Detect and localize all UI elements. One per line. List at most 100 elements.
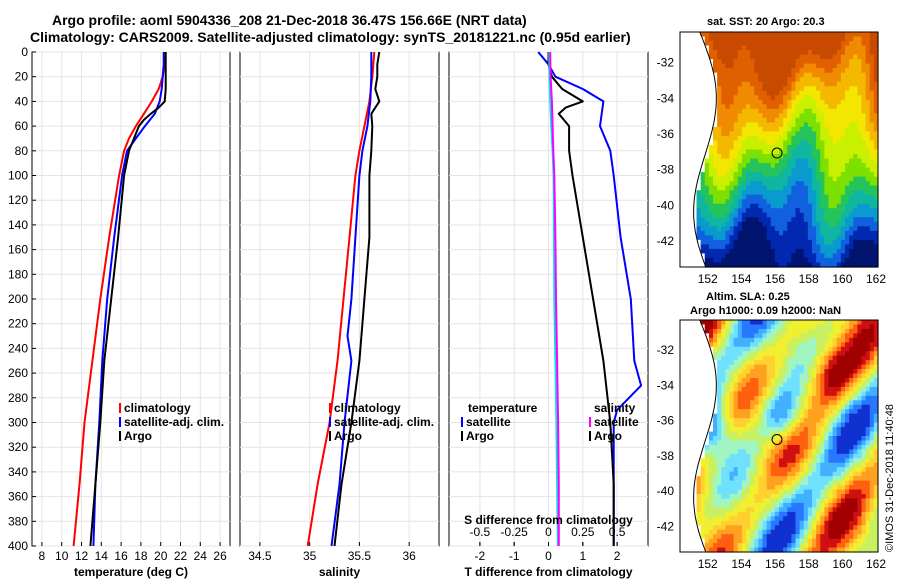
map-cell	[820, 72, 825, 78]
map-cell	[688, 113, 693, 119]
map-cell	[746, 126, 751, 133]
map-cell	[721, 59, 726, 65]
map-cell	[737, 333, 743, 339]
map-cell	[750, 386, 755, 392]
map-cell	[750, 99, 755, 105]
map-cell	[873, 59, 879, 65]
map-cell	[758, 480, 764, 486]
map-cell	[779, 158, 784, 164]
map-cell	[816, 185, 821, 191]
map-cell	[820, 467, 825, 473]
map-cell	[741, 131, 747, 137]
map-cell	[824, 230, 830, 236]
map-cell	[849, 360, 854, 366]
map-cell	[696, 154, 702, 160]
map-cell	[816, 41, 821, 47]
map-cell	[857, 476, 863, 482]
map-cell	[803, 226, 809, 232]
map-cell	[849, 422, 854, 428]
map-cell	[680, 149, 685, 155]
map-cell	[733, 54, 739, 60]
map-cell	[746, 427, 751, 433]
map-cell	[857, 422, 863, 428]
map-cell	[828, 149, 834, 155]
map-cell	[700, 462, 706, 468]
map-cell	[857, 36, 863, 42]
map-cell	[704, 59, 710, 65]
map-cell	[758, 158, 764, 164]
map-cell	[845, 324, 850, 330]
map-cell	[700, 494, 706, 500]
map-cell	[758, 525, 764, 531]
map-cell	[692, 333, 698, 339]
map-cell	[820, 194, 825, 200]
map-cell	[696, 167, 702, 173]
map-cell	[853, 41, 858, 47]
map-cell	[861, 81, 867, 87]
map-cell	[820, 422, 825, 428]
map-cell	[820, 50, 825, 56]
map-cell	[741, 471, 747, 477]
map-cell	[708, 257, 714, 264]
map-cell	[865, 378, 871, 384]
map-cell	[865, 194, 871, 200]
map-cell	[807, 185, 813, 191]
map-cell	[791, 444, 797, 450]
map-cell	[680, 41, 685, 47]
map-cell	[717, 444, 722, 450]
map-cell	[787, 378, 792, 384]
map-cell	[708, 194, 714, 200]
map-cell	[733, 400, 739, 406]
map-cell	[774, 185, 780, 191]
map-cell	[812, 333, 817, 339]
map-cell	[721, 342, 726, 348]
map-cell	[733, 190, 739, 196]
map-cell	[770, 68, 776, 74]
map-cell	[873, 199, 879, 205]
map-cell	[803, 333, 809, 339]
map-cell	[812, 230, 817, 236]
map-cell	[799, 378, 805, 384]
map-cell	[774, 50, 780, 56]
map-lat-label: -42	[657, 234, 675, 248]
map-cell	[762, 95, 768, 101]
map-cell	[840, 108, 846, 114]
map-cell	[799, 391, 805, 397]
map-cell	[783, 485, 788, 491]
map-cell	[787, 253, 792, 259]
map-cell	[812, 154, 817, 160]
map-cell	[750, 422, 755, 428]
map-cell	[865, 324, 871, 330]
map-cell	[861, 45, 867, 51]
map-cell	[791, 63, 797, 69]
map-cell	[717, 244, 722, 250]
map-cell	[737, 382, 743, 388]
map-cell	[779, 230, 784, 236]
map-cell	[721, 346, 726, 352]
map-cell	[869, 212, 875, 218]
map-cell	[700, 373, 706, 379]
map-cell	[729, 324, 735, 330]
map-cell	[708, 230, 714, 236]
map-cell	[795, 77, 801, 83]
map-cell	[812, 369, 817, 375]
map-cell	[836, 431, 842, 437]
map-cell	[741, 409, 747, 415]
map-cell	[873, 516, 879, 522]
map-cell	[713, 244, 718, 250]
map-cell	[700, 167, 706, 173]
map-cell	[807, 395, 813, 401]
map-cell	[849, 480, 854, 486]
map-cell	[750, 226, 755, 232]
map-cell	[803, 63, 809, 69]
map-cell	[832, 217, 838, 223]
map-cell	[861, 176, 867, 182]
map-cell	[758, 176, 764, 182]
map-cell	[770, 230, 776, 236]
map-cell	[700, 86, 706, 92]
map-cell	[721, 257, 726, 264]
map-cell	[708, 444, 714, 450]
map-cell	[820, 516, 825, 522]
map-cell	[708, 462, 714, 468]
map-cell	[741, 440, 747, 446]
